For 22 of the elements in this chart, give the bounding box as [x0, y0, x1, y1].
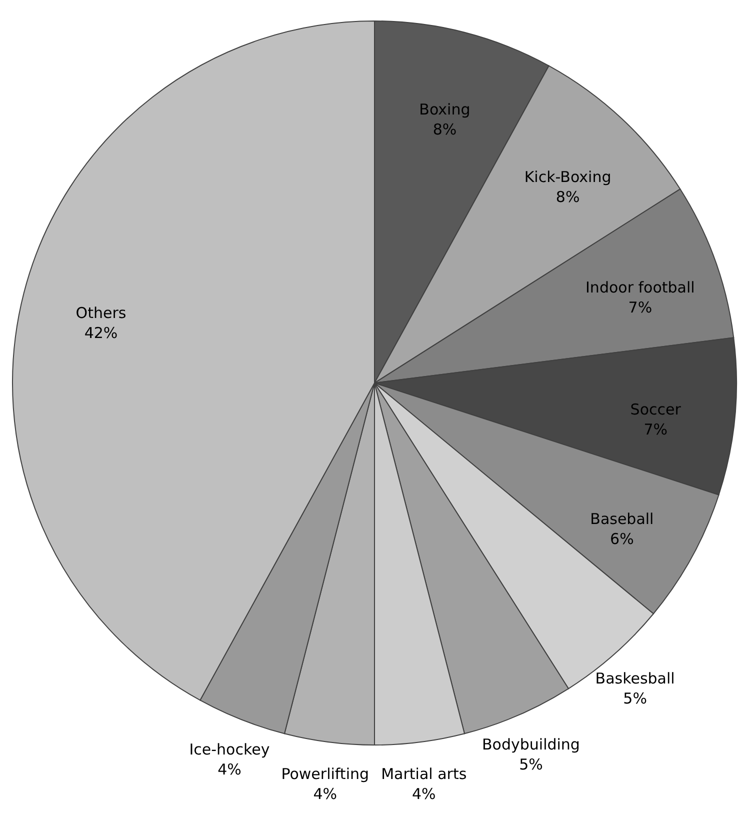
- slice-label: Baseball: [590, 510, 654, 528]
- data-label: 8%: [556, 188, 580, 206]
- data-label: 4%: [218, 760, 242, 778]
- data-label: 8%: [432, 120, 457, 139]
- slice-label: Indoor football: [586, 278, 695, 296]
- data-label: 4%: [412, 784, 436, 803]
- data-label: 6%: [610, 530, 634, 548]
- slice-label: Kick-Boxing: [524, 168, 612, 186]
- slice-label: Others: [76, 304, 126, 322]
- slice-label: Baskesball: [595, 670, 675, 688]
- data-label: 5%: [623, 690, 647, 708]
- data-label: 5%: [519, 756, 543, 774]
- data-label: 7%: [628, 298, 652, 316]
- slice-label: Powerlifting: [281, 764, 370, 783]
- data-label: 42%: [84, 324, 118, 342]
- slice-label: Soccer: [630, 400, 682, 419]
- slice-label: Martial arts: [381, 764, 467, 783]
- data-label: 7%: [644, 420, 668, 439]
- slice-label: Boxing: [419, 100, 470, 119]
- data-label: 4%: [313, 784, 338, 803]
- slice-label: Ice-hockey: [189, 740, 270, 758]
- slice-label: Bodybuilding: [482, 736, 580, 754]
